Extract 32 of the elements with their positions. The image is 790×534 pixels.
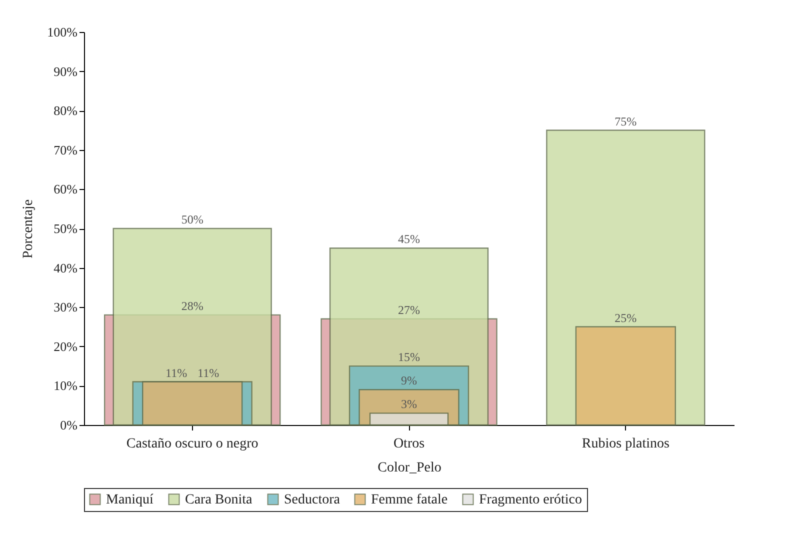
data-label: 11% <box>166 366 188 380</box>
data-label: 15% <box>398 350 420 364</box>
y-tick-label: 100% <box>47 24 78 40</box>
data-label: 27% <box>398 302 420 317</box>
data-label: 3% <box>401 397 417 412</box>
legend-label: Cara Bonita <box>185 492 254 508</box>
y-tick-label: 40% <box>54 260 78 276</box>
y-tick-label: 0% <box>60 418 78 432</box>
legend-label: Femme fatale <box>371 492 448 508</box>
data-label: 9% <box>401 374 417 388</box>
y-tick-label: 70% <box>54 142 78 158</box>
data-label: 45% <box>398 232 420 246</box>
y-tick-label: 50% <box>54 221 78 236</box>
y-tick-label: 20% <box>54 338 78 354</box>
y-tick-label: 30% <box>54 300 78 315</box>
legend-label: Fragmento erótico <box>479 492 582 508</box>
data-label: 28% <box>181 298 204 313</box>
legend-label: Seductora <box>284 492 341 508</box>
y-tick-label: 10% <box>54 378 78 394</box>
y-tick-label: 60% <box>54 182 78 197</box>
data-label: 75% <box>614 114 637 128</box>
x-tick-label: Rubios platinos <box>582 436 670 452</box>
data-label: 50% <box>181 212 204 226</box>
y-tick-label: 80% <box>54 103 78 118</box>
x-tick-label: Castaño oscuro o negro <box>126 436 258 452</box>
data-label: 11% <box>198 366 220 380</box>
x-axis-title: Color_Pelo <box>378 460 442 476</box>
y-axis-title: Porcentaje <box>21 199 36 259</box>
x-tick-label: Otros <box>393 436 425 452</box>
legend-label: Maniquí <box>106 492 154 508</box>
data-label: 25% <box>614 310 637 325</box>
y-tick-label: 90% <box>54 64 78 79</box>
